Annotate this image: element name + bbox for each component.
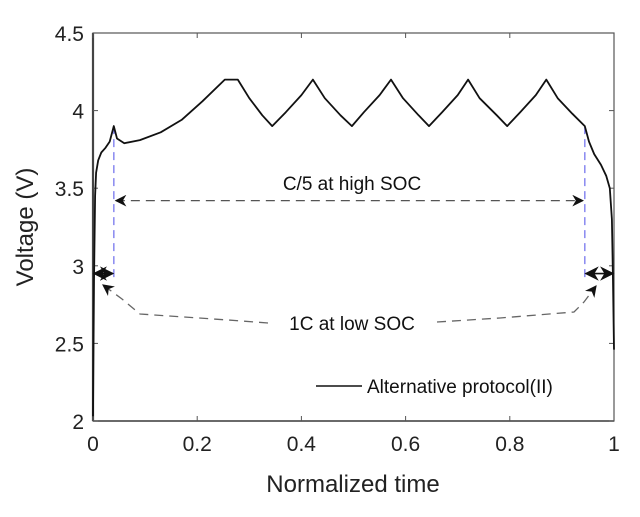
x-tick-label: 0.8 [495, 433, 524, 456]
series-line-alternative-protocol [92, 78, 615, 417]
ticks: 0 0.2 0.4 0.6 0.8 1 2 2.5 3 3.5 4 4.5 [55, 23, 620, 456]
y-tick-label: 4 [72, 101, 84, 124]
series-group [92, 78, 615, 417]
onec-right-leader-arrow [436, 285, 597, 323]
x-tick-label: 0 [87, 433, 99, 456]
y-tick-label: 2 [72, 411, 84, 434]
y-tick-label: 3 [72, 256, 84, 279]
plot-frame [92, 32, 615, 422]
x-tick-label: 1 [608, 433, 620, 456]
onec-left-leader-arrow [102, 284, 269, 324]
legend-entry-alternative-protocol: Alternative protocol(II) [367, 377, 553, 398]
y-tick-label: 4.5 [55, 23, 84, 46]
x-tick-label: 0.2 [183, 433, 212, 456]
axes-box [91, 32, 615, 422]
y-tick-label: 3.5 [55, 178, 84, 201]
x-tick-label: 0.4 [287, 433, 317, 456]
x-axis-label: Normalized time [266, 471, 439, 498]
annotation-1c-low-soc: 1C at low SOC [289, 314, 415, 335]
y-axis-label: Voltage (V) [12, 168, 39, 287]
x-tick-label: 0.6 [391, 433, 420, 456]
annotation-c5-high-soc: C/5 at high SOC [283, 174, 421, 195]
y-tick-label: 2.5 [55, 333, 84, 356]
legend: Alternative protocol(II) [316, 377, 553, 398]
annotation-lines [92, 126, 615, 324]
